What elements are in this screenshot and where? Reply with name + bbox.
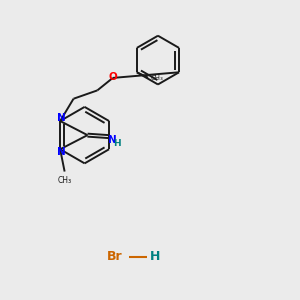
Text: O: O: [108, 72, 117, 82]
Text: N: N: [57, 113, 66, 123]
Text: CH₃: CH₃: [58, 176, 72, 185]
Text: CH₃: CH₃: [151, 75, 163, 81]
Text: Br: Br: [106, 250, 122, 263]
Text: N: N: [108, 135, 117, 145]
Text: N: N: [57, 147, 66, 157]
Text: H: H: [113, 139, 121, 148]
Text: H: H: [150, 250, 161, 263]
